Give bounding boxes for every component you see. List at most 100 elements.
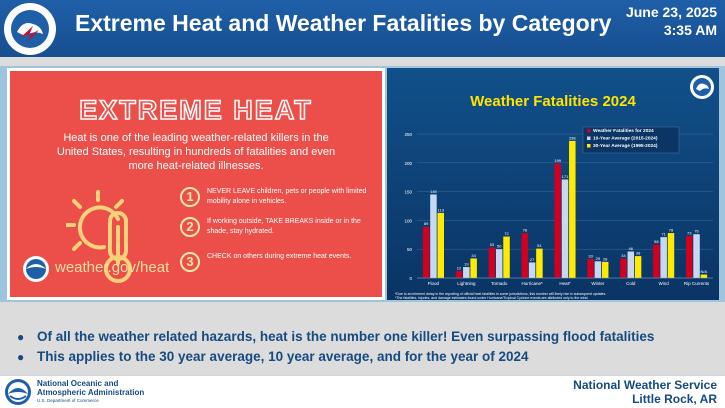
data-label: 38	[636, 251, 641, 256]
bar-cold-series-2	[634, 256, 642, 278]
footnote-2: *The fatalities, injuries, and damage es…	[395, 296, 589, 300]
data-label: N/A	[701, 269, 708, 274]
data-label: 29	[596, 256, 601, 261]
heat-url: weather.gov/heat	[55, 259, 170, 276]
data-label: 171	[562, 174, 569, 179]
bar-tornado-series-2	[503, 236, 510, 278]
data-label: 19	[464, 262, 469, 267]
bar-lightning-series-0	[455, 271, 463, 278]
x-tick-label: Heat*	[559, 281, 571, 286]
bar-winter-series-0	[587, 258, 594, 278]
data-label: 199	[554, 158, 561, 163]
legend-label: 30-Year Average (1995-2024)	[593, 143, 658, 149]
x-tick-label: Cold	[626, 281, 636, 286]
tip-text: If working outside, TAKE BREAKS inside o…	[207, 218, 361, 235]
data-label: 27	[530, 257, 535, 262]
nws-logo-icon	[690, 75, 714, 99]
data-label: 238	[569, 135, 576, 140]
fatalities-chart-card: Weather Fatalities 2024 0 50 100 150 200 250 8…	[387, 68, 719, 300]
bar-heat-series-2	[569, 140, 576, 278]
agency-name: National Oceanic and Atmospheric Adminis…	[37, 379, 144, 397]
footnote-1: *Due to an inherent delay in the reporti…	[395, 292, 607, 296]
tip-text: CHECK on others during extreme heat even…	[207, 253, 352, 260]
data-label: 78	[669, 228, 674, 233]
timestamp: June 23, 2025 3:35 AM	[626, 3, 717, 39]
fatalities-bar-chart: 05010015020025089145113Flood121934Lightn…	[404, 126, 713, 286]
data-label: 113	[438, 207, 445, 212]
y-tick-label: 0	[409, 276, 412, 281]
data-label: 73	[687, 230, 692, 235]
date-text: June 23, 2025	[625, 4, 717, 20]
bar-cold-series-0	[620, 258, 627, 278]
bar-flood-series-2	[437, 212, 444, 278]
bar-hurricane-series-0	[521, 233, 529, 278]
nws-logo-icon	[4, 3, 56, 55]
y-tick-label: 250	[404, 132, 412, 137]
data-label: 50	[497, 244, 502, 249]
bar-heat-series-1	[561, 179, 569, 278]
bar-hurricane-series-1	[528, 262, 536, 278]
sun-thermometer-icon	[66, 190, 132, 283]
data-label: 28	[603, 256, 608, 261]
legend-box	[582, 126, 680, 154]
footer-bar	[0, 375, 725, 408]
y-tick-label: 100	[404, 218, 412, 223]
extreme-heat-infographic: EXTREME HEAT Heat is one of the leading …	[7, 68, 385, 300]
bar-lightning-series-2	[470, 258, 477, 278]
bar-flood-series-0	[422, 226, 430, 278]
x-tick-label: Wind	[659, 281, 670, 286]
x-tick-label: Winter	[591, 281, 605, 286]
data-label: 12	[457, 266, 462, 271]
tip-number: 1	[180, 187, 200, 207]
data-label: 53	[490, 242, 495, 247]
data-label: 89	[424, 221, 429, 226]
time-text: 3:35 AM	[663, 22, 717, 38]
page-title: Extreme Heat and Weather Fatalities by C…	[75, 10, 612, 36]
chart-footnotes: *Due to an inherent delay in the reporti…	[395, 292, 606, 300]
legend-swatch	[587, 144, 591, 148]
data-label: 72	[504, 231, 509, 236]
legend-swatch	[587, 129, 591, 133]
legend-label: 10-Year Average (2015-2024)	[593, 136, 658, 142]
tip-number: 3	[180, 252, 200, 272]
agency-line-1: National Oceanic and	[37, 379, 119, 388]
bar-wind-series-1	[660, 237, 667, 278]
infographic-description: Heat is one of the leading weather-relat…	[56, 132, 336, 172]
bar-ripcurrents-series-2	[700, 274, 708, 278]
data-label: 76	[694, 229, 699, 234]
bar-cold-series-1	[627, 251, 635, 278]
chart-title: Weather Fatalities 2024	[470, 93, 636, 110]
bar-tornado-series-0	[488, 247, 496, 278]
bar-lightning-series-1	[463, 267, 470, 278]
x-tick-label: Tornado	[491, 281, 508, 286]
office-name: National Weather Service Little Rock, AR	[573, 378, 717, 406]
x-tick-label: Flood	[428, 281, 440, 286]
bar-ripcurrents-series-0	[686, 235, 693, 278]
x-tick-label: Lightning	[457, 281, 476, 286]
data-label: 58	[654, 239, 659, 244]
legend-swatch	[587, 136, 591, 140]
bar-wind-series-0	[653, 244, 660, 278]
y-tick-label: 150	[404, 190, 412, 195]
y-tick-label: 50	[407, 247, 413, 252]
bar-winter-series-1	[594, 261, 602, 278]
bar-winter-series-2	[601, 261, 609, 278]
tip-number: 2	[180, 217, 200, 237]
data-label: 46	[629, 246, 634, 251]
x-tick-label: Hurricane*	[521, 281, 543, 286]
bar-tornado-series-1	[495, 249, 503, 278]
bar-heat-series-0	[554, 163, 561, 278]
data-label: 33	[588, 253, 593, 258]
y-tick-label: 200	[404, 161, 412, 166]
data-label: 78	[523, 228, 528, 233]
bullet-point-2: This applies to the 30 year average, 10 …	[17, 347, 717, 367]
data-label: 71	[661, 232, 666, 237]
agency-department: U.S. Department of Commerce	[37, 398, 99, 403]
header-bar	[0, 0, 725, 57]
noaa-logo-icon	[23, 256, 49, 282]
bar-wind-series-2	[667, 233, 675, 278]
data-label: 51	[537, 243, 542, 248]
legend-label: Weather Fatalities for 2024	[593, 128, 654, 134]
data-label: 34	[471, 253, 476, 258]
office-line-2: Little Rock, AR	[632, 392, 717, 406]
